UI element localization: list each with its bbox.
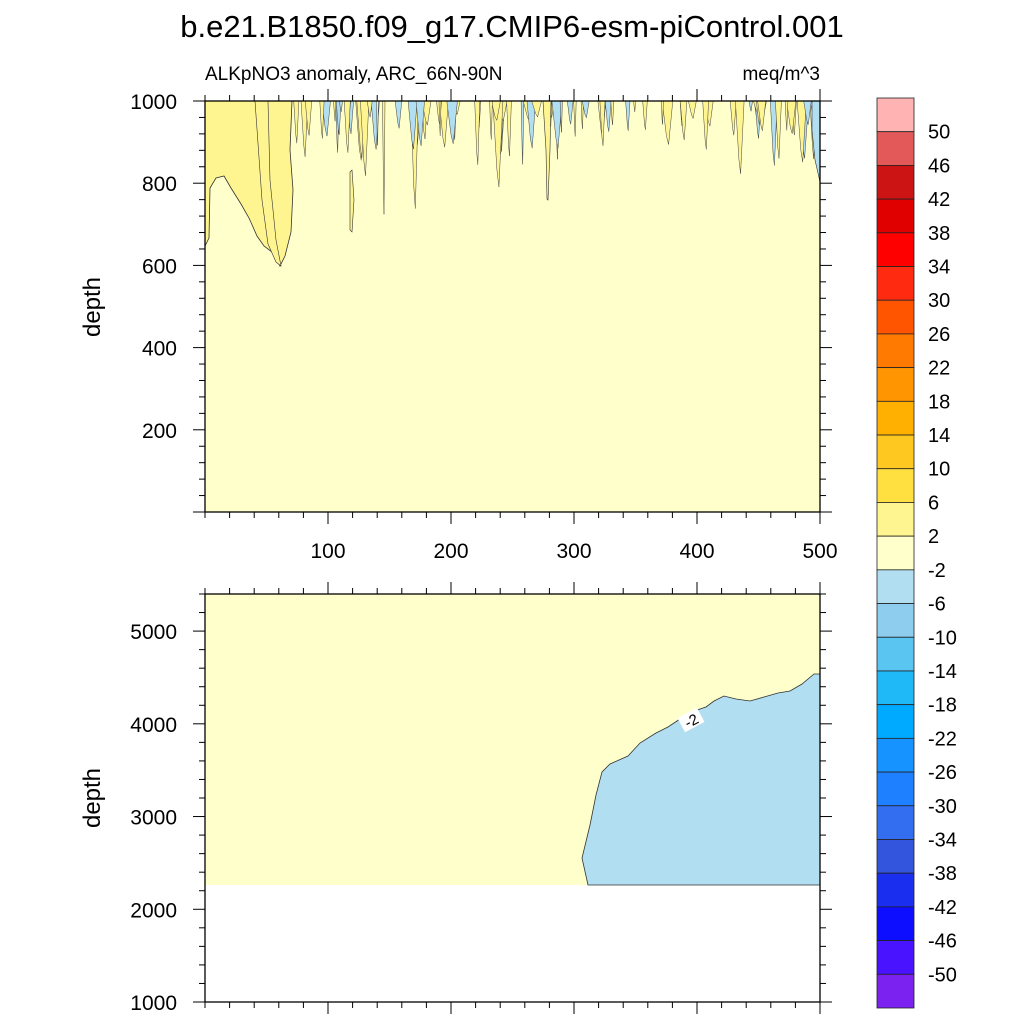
colorbar-swatch: [876, 940, 915, 975]
colorbar-label: -46: [928, 931, 957, 953]
colorbar-swatch: [876, 502, 915, 537]
colorbar-swatch: [876, 299, 915, 335]
upper-field-contours: [204, 100, 821, 267]
y-tick-label: 1000: [130, 91, 177, 114]
colorbar-swatch: [876, 704, 915, 739]
colorbar-label: 34: [928, 257, 950, 279]
colorbar-label: -34: [928, 829, 957, 851]
colorbar-label: 50: [928, 122, 950, 144]
colorbar-swatch: [876, 906, 915, 941]
colorbar-swatch: [876, 771, 915, 807]
colorbar-label: -30: [928, 796, 957, 818]
y-tick-label: 4000: [130, 714, 177, 737]
colorbar-label: -26: [928, 762, 957, 784]
lower-y-axis-label: depth: [79, 768, 106, 828]
colorbar-label: 38: [928, 223, 950, 245]
x-tick-label: 500: [802, 540, 837, 563]
colorbar-swatch: [876, 400, 915, 436]
colorbar-swatch: [876, 468, 915, 503]
upper-plot-frame: [204, 100, 821, 513]
x-tick-label: 100: [310, 540, 345, 563]
colorbar-label: 2: [928, 526, 939, 548]
colorbar-swatch: [876, 603, 915, 638]
colorbar-swatch: [876, 367, 915, 402]
x-tick-label: 200: [433, 540, 468, 563]
upper-panel: ALKpNO3 anomaly, ARC_66N-90N meq/m^3 100…: [79, 64, 838, 563]
colorbar-label: -50: [928, 964, 957, 986]
colorbar-label: -14: [928, 661, 957, 683]
colorbar: 50 46 42 38 34 30 26 22 18 14 10 6 2 -2 -6 -10 -14 -18 -22…: [876, 97, 957, 1009]
colorbar-swatch: [876, 434, 915, 470]
colorbar-swatch: [876, 198, 915, 234]
upper-field-background: [205, 101, 820, 512]
colorbar-swatch: [876, 131, 915, 166]
y-tick-label: 400: [142, 338, 177, 361]
colorbar-label: -18: [928, 695, 957, 717]
colorbar-label: -42: [928, 897, 957, 919]
colorbar-swatch: [876, 636, 915, 672]
y-tick-label: 1000: [130, 992, 177, 1015]
colorbar-swatch: [876, 333, 915, 369]
colorbar-label: 6: [928, 492, 939, 514]
y-tick-label: 600: [142, 255, 177, 278]
colorbar-label: 26: [928, 324, 950, 346]
colorbar-swatch: [876, 232, 915, 267]
colorbar-swatch: [876, 165, 915, 200]
x-tick-label: 400: [679, 540, 714, 563]
colorbar-label: 22: [928, 358, 950, 380]
y-tick-label: 800: [142, 173, 177, 196]
colorbar-label: 42: [928, 189, 950, 211]
colorbar-label: -38: [928, 863, 957, 885]
colorbar-label: -22: [928, 728, 957, 750]
figure-title: b.e21.B1850.f09_g17.CMIP6-esm-piControl.…: [180, 9, 843, 44]
units-label: meq/m^3: [742, 64, 820, 85]
colorbar-swatch: [876, 973, 915, 1009]
colorbar-swatch: [876, 737, 915, 773]
y-tick-label: 3000: [130, 807, 177, 830]
colorbar-swatch: [876, 872, 915, 908]
upper-y-axis-label: depth: [79, 277, 106, 337]
upper-ticks: 100 200 300 400 500 200 400 600 800 1000: [130, 89, 838, 563]
colorbar-label: 14: [928, 425, 950, 447]
colorbar-swatch: [876, 805, 915, 840]
lower-panel: -2 1000 2000 3000 4000 5000 depth: [79, 582, 832, 1015]
x-tick-label: 300: [556, 540, 591, 563]
colorbar-label: 10: [928, 459, 950, 481]
colorbar-swatch: [876, 266, 915, 301]
y-tick-label: 5000: [130, 621, 177, 644]
colorbar-label: 18: [928, 391, 950, 413]
lower-negative-region: [581, 673, 821, 886]
lower-missing-region: [205, 885, 820, 1002]
colorbar-label: 46: [928, 155, 950, 177]
contour-label-minus-2: -2: [677, 707, 705, 733]
colorbar-swatch: [876, 839, 915, 874]
colorbar-swatch: [876, 670, 915, 706]
colorbar-label: -2: [928, 560, 946, 582]
y-tick-label: 200: [142, 420, 177, 443]
colorbar-swatch: [876, 569, 915, 604]
lower-ticks: 1000 2000 3000 4000 5000: [130, 582, 832, 1015]
colorbar-swatch: [876, 97, 915, 133]
colorbar-label: -10: [928, 627, 957, 649]
positive-anomaly-region: [254, 100, 282, 267]
colorbar-swatch: [876, 535, 915, 571]
variable-label: ALKpNO3 anomaly, ARC_66N-90N: [205, 64, 502, 85]
colorbar-label: -6: [928, 594, 946, 616]
colorbar-label: 30: [928, 290, 950, 312]
y-tick-label: 2000: [130, 899, 177, 922]
positive-anomaly-region: [349, 169, 355, 233]
